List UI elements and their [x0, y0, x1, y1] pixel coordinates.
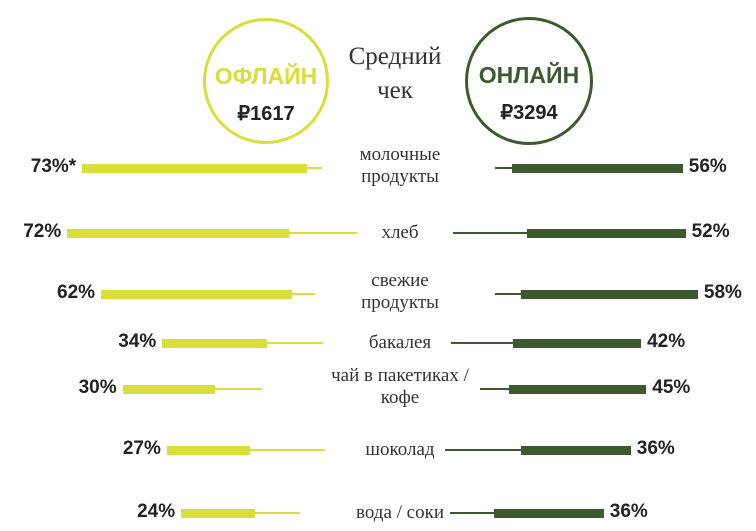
offline-value: 30% — [78, 377, 117, 398]
category-label: чай в пакетиках / кофе — [300, 365, 500, 409]
online-value: 58% — [703, 282, 742, 303]
category-label-line: продукты — [361, 292, 439, 313]
category-label: шоколад — [300, 439, 500, 461]
online-circle: ОНЛАЙН ₽3294 — [465, 17, 593, 145]
online-bar — [512, 164, 683, 173]
online-value: 45% — [652, 377, 691, 398]
offline-average-check: ₽1617 — [237, 103, 295, 125]
offline-bar — [181, 509, 255, 518]
category-label: хлеб — [300, 222, 500, 244]
offline-value: 27% — [122, 438, 161, 459]
offline-bar — [67, 229, 289, 238]
category-label-line: чай в пакетиках / — [331, 365, 469, 386]
category-label: свежие продукты — [300, 270, 500, 314]
online-average-check: ₽3294 — [500, 102, 558, 124]
online-bar — [521, 290, 698, 299]
online-bar — [513, 339, 642, 348]
offline-value: 24% — [137, 501, 176, 522]
online-value: 52% — [691, 221, 730, 242]
online-bar — [494, 509, 604, 518]
online-value: 56% — [688, 156, 727, 177]
offline-value: 72% — [23, 221, 62, 242]
online-bar — [527, 229, 686, 238]
online-bar — [521, 446, 631, 455]
category-label-line: продукты — [361, 166, 439, 187]
category-label: вода / соки — [300, 502, 500, 524]
online-value: 36% — [609, 501, 648, 522]
category-label-line: вода / соки — [355, 502, 444, 523]
offline-bar — [82, 164, 307, 173]
online-bar — [509, 385, 647, 394]
offline-value: 73%* — [30, 156, 77, 177]
category-label-line: кофе — [380, 387, 420, 408]
category-label-line: свежие — [371, 270, 429, 291]
online-title: ОНЛАЙН — [478, 62, 580, 88]
offline-bar — [122, 385, 215, 394]
offline-bar — [101, 290, 292, 299]
category-label-line: молочные — [359, 144, 441, 165]
average-check-label: Средний чек — [330, 40, 460, 108]
offline-circle: ОФЛАЙН ₽1617 — [203, 18, 329, 144]
category-label: бакалея — [300, 332, 500, 354]
category-label-line: бакалея — [368, 332, 432, 353]
category-label-line: хлеб — [381, 222, 419, 243]
offline-title: ОФЛАЙН — [214, 63, 318, 89]
offline-value: 34% — [118, 331, 157, 352]
category-label: молочные продукты — [300, 144, 500, 188]
center-line-1: Средний — [348, 43, 442, 70]
offline-value: 62% — [57, 282, 96, 303]
center-line-2: чек — [377, 77, 413, 104]
online-value: 42% — [647, 331, 686, 352]
online-value: 36% — [636, 438, 675, 459]
category-label-line: шоколад — [365, 439, 435, 460]
offline-bar — [162, 339, 267, 348]
offline-bar — [166, 446, 250, 455]
